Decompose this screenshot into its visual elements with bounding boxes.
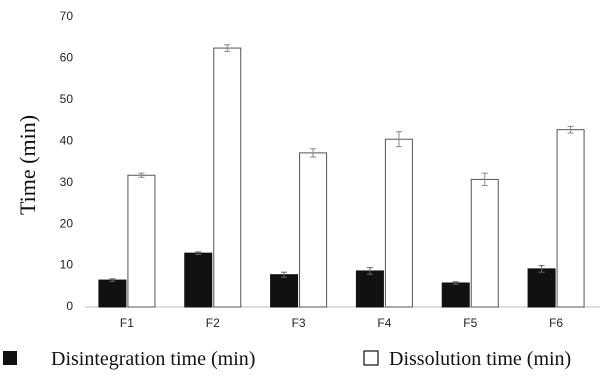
legend-item-dissolution: Dissolution time (min) (363, 348, 571, 370)
legend-label-dissolution: Dissolution time (min) (389, 348, 571, 370)
y-tick-label: 30 (60, 175, 74, 189)
bar-dissolution (127, 174, 156, 308)
y-tick-label: 50 (60, 92, 74, 106)
legend-label-disintegration: Disintegration time (min) (51, 348, 255, 370)
x-tick-label: F5 (463, 316, 477, 330)
x-tick-label: F6 (549, 316, 563, 330)
bar-disintegration (527, 268, 556, 308)
bars-group (98, 44, 585, 308)
bar-disintegration (355, 270, 384, 308)
x-tick-label: F4 (377, 316, 391, 330)
x-tick-label: F1 (120, 316, 134, 330)
legend-item-disintegration: Disintegration time (min) (3, 348, 255, 370)
bar-dissolution (384, 138, 413, 308)
y-tick-label: 10 (60, 258, 74, 272)
y-axis-title: Time (min) (15, 115, 40, 215)
y-tick-label: 0 (66, 299, 73, 313)
bar-dissolution (213, 47, 242, 308)
bar-dissolution (470, 178, 499, 308)
legend-swatch-disintegration (3, 351, 17, 365)
legend: Disintegration time (min) Dissolution ti… (3, 348, 571, 370)
x-tick-label: F3 (292, 316, 306, 330)
bar-disintegration (98, 279, 127, 308)
bar-disintegration (441, 282, 470, 308)
bar-disintegration (184, 252, 213, 308)
y-tick-label: 40 (60, 133, 74, 147)
legend-swatch-dissolution (363, 350, 379, 366)
bar-dissolution (556, 129, 585, 308)
y-tick-label: 20 (60, 216, 74, 230)
bar-dissolution (299, 152, 328, 308)
bar-disintegration (270, 274, 299, 308)
y-axis-ticks: 0 10 20 30 40 50 60 70 (60, 9, 74, 313)
y-tick-label: 70 (60, 9, 74, 23)
x-axis-ticks: F1 F2 F3 F4 F5 F6 (120, 316, 563, 330)
x-tick-label: F2 (206, 316, 220, 330)
y-tick-label: 60 (60, 51, 74, 65)
